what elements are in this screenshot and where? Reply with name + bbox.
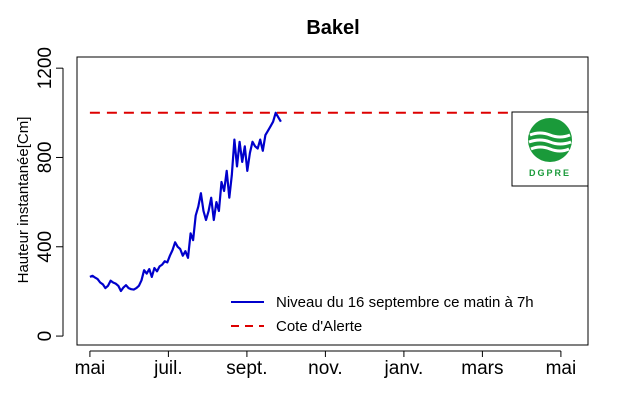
legend: Niveau du 16 septembre ce matin à 7h Cote…	[231, 294, 534, 335]
y-tick-label: 1200	[35, 47, 56, 89]
x-tick-label: nov.	[308, 358, 343, 379]
chart-title: Bakel	[306, 17, 359, 39]
x-tick-label: juil.	[153, 358, 183, 379]
y-axis: 0 400 800 1200	[35, 47, 64, 342]
plot-frame	[76, 56, 589, 346]
y-tick-label: 800	[35, 142, 56, 174]
series-layer	[89, 111, 572, 293]
x-tick-label: mars	[461, 358, 503, 379]
logo-text: DGPRE	[529, 168, 571, 178]
x-tick-label: mai	[75, 358, 106, 379]
legend-label: Cote d'Alerte	[276, 318, 362, 335]
y-tick-label: 400	[35, 231, 56, 263]
x-tick-label: janv.	[384, 358, 424, 379]
water-level-line	[89, 111, 282, 293]
x-tick-label: sept.	[226, 358, 267, 379]
y-tick-label: 0	[35, 331, 56, 342]
dgpre-logo: DGPRE	[511, 111, 589, 187]
y-axis-label: Hauteur instantanée[Cm]	[15, 117, 32, 284]
x-tick-label: mai	[546, 358, 577, 379]
legend-label: Niveau du 16 septembre ce matin à 7h	[276, 294, 534, 311]
x-axis: mai juil. sept. nov. janv. mars mai	[75, 350, 577, 379]
